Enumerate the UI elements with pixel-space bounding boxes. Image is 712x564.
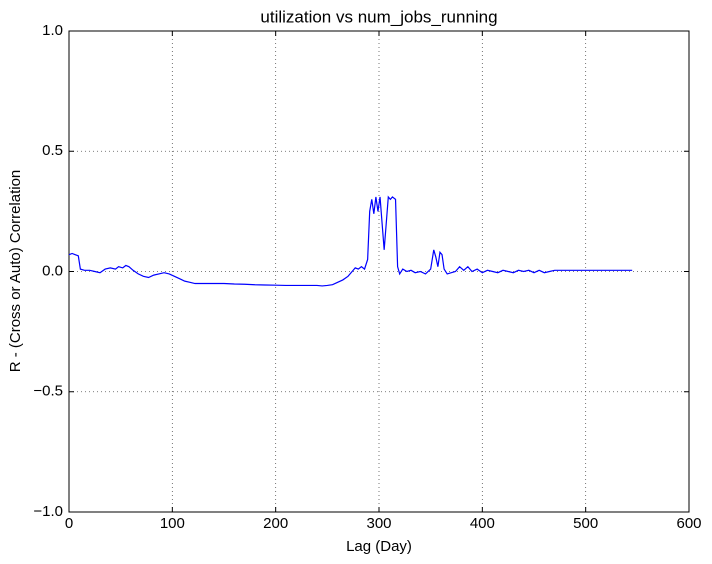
y-tick-label: −1.0 bbox=[33, 503, 63, 520]
x-tick-label: 100 bbox=[160, 515, 185, 532]
y-tick-label: 0.5 bbox=[42, 142, 63, 159]
x-tick-label: 300 bbox=[366, 515, 391, 532]
x-tick-label: 400 bbox=[470, 515, 495, 532]
x-tick-label: 0 bbox=[65, 515, 73, 532]
y-tick-label: 0.0 bbox=[42, 262, 63, 279]
x-axis-label: Lag (Day) bbox=[346, 538, 412, 555]
y-tick-label: −0.5 bbox=[33, 383, 63, 400]
x-tick-label: 600 bbox=[676, 515, 701, 532]
plot-frame bbox=[68, 30, 690, 513]
x-tick-label: 200 bbox=[263, 515, 288, 532]
y-axis-label: R - (Cross or Auto) Correlation bbox=[7, 170, 24, 373]
chart-title: utilization vs num_jobs_running bbox=[260, 7, 497, 26]
x-tick-label: 500 bbox=[573, 515, 598, 532]
y-tick-label: 1.0 bbox=[42, 22, 63, 39]
data-line bbox=[68, 195, 633, 287]
